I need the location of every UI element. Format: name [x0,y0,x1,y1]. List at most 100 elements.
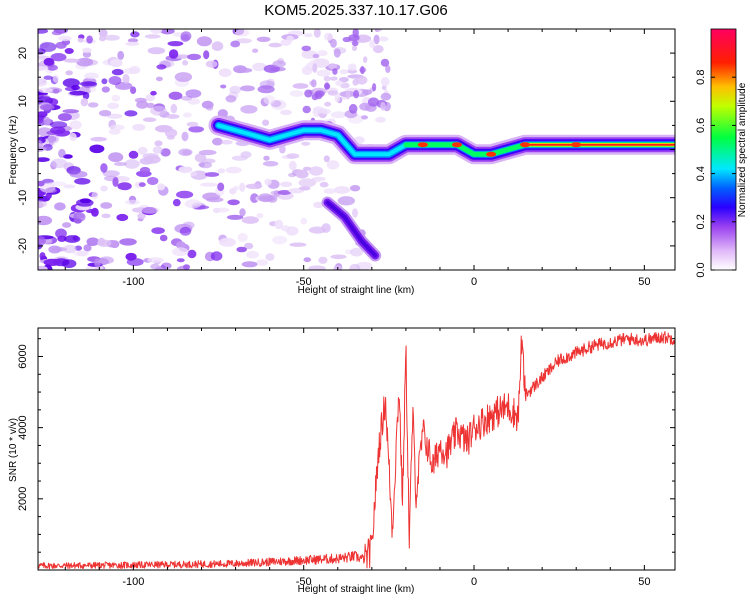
heatmap-noise-cell [246,250,260,259]
heatmap-noise-cell [196,36,212,47]
heatmap-noise-cell [86,35,93,44]
heatmap-noise-cell [172,198,181,207]
heatmap-noise-cell [372,83,377,92]
snr-x-axis-label: Height of straight line (km) [298,584,415,595]
heatmap-noise-cell [71,84,80,91]
heatmap-noise-cell [43,116,51,126]
heatmap-noise-cell [286,153,300,159]
heatmap-noise-cell [311,79,317,88]
heatmap-noise-cell [50,126,66,135]
colorbar-tick-label: 0.6 [695,118,707,133]
heatmap-hot-spot [452,142,462,148]
heatmap-noise-cell [150,90,157,96]
heatmap-noise-cell [38,180,45,187]
heatmap-noise-cell [76,198,94,207]
heatmap-noise-cell [84,72,99,80]
heatmap-noise-cell [206,197,224,203]
heatmap-noise-cell [226,214,244,220]
heatmap-noise-cell [235,29,250,37]
heatmap-noise-cell [180,31,192,41]
heatmap-noise-cell [64,48,74,54]
heatmap-noise-cell [142,153,159,160]
heatmap-noise-cell [210,251,223,261]
heatmap-noise-cell [212,207,221,214]
heatmap-noise-cell [229,85,242,94]
heatmap-branch-track [325,200,378,258]
heatmap-noise-cell [274,219,284,230]
heatmap-noise-cell [303,33,313,38]
heatmap-noise-cell [62,244,77,254]
heatmap-noise-cell [87,102,99,108]
heatmap-noise-cell [225,95,237,103]
heatmap-noise-cell [230,40,241,48]
heatmap-noise-cell [373,34,380,45]
heatmap-noise-cell [220,139,233,145]
heatmap-noise-cell [116,213,129,222]
heatmap-noise-cell [229,187,237,195]
heatmap-noise-cell [80,98,89,107]
heatmap-noise-cell [89,86,97,93]
heatmap-noise-cell [359,102,371,111]
heatmap-noise-cell [347,63,357,72]
heatmap-noise-cell [145,94,156,102]
heatmap-noise-cell [272,60,286,68]
heatmap-noise-cell [334,93,341,103]
heatmap-noise-cell [127,38,139,43]
heatmap-noise-cell [328,63,338,70]
heatmap-noise-cell [57,235,67,242]
heatmap-noise-cell [182,60,189,66]
heatmap-noise-cell [380,77,390,87]
heatmap-noise-cell [239,182,246,192]
heatmap-noise-cell [43,57,54,66]
heatmap-noise-cell [55,41,67,49]
heatmap-noise-cell [108,76,122,85]
heatmap-noise-cell [313,201,324,209]
y-tick-label: -20 [17,238,29,254]
heatmap-noise-cell [240,85,255,92]
heatmap-noise-cell [38,157,50,162]
heatmap-noise-cell [63,58,80,63]
heatmap-noise-cell [320,108,331,115]
heatmap-noise-cell [361,115,368,120]
heatmap-noise-cell [321,223,331,233]
heatmap-noise-cell [250,193,259,204]
heatmap-noise-cell [235,67,253,73]
heatmap-noise-cell [301,65,313,76]
y-tick-label: 2000 [17,487,29,511]
heatmap-noise-cell [240,151,252,159]
heatmap-noise-cell [166,135,175,140]
heatmap-noise-cell [240,105,258,114]
heatmap-noise-cell [53,29,68,34]
heatmap-noise-cell [48,181,67,187]
snr-y-axis-label: SNR (10 * v/v) [8,418,19,482]
heatmap-noise-cell [272,235,288,245]
heatmap-noise-cell [188,126,204,133]
heatmap-noise-cell [381,85,387,91]
x-tick-label: -50 [296,576,312,588]
heatmap-noise-cell [108,128,121,135]
heatmap-noise-cell [128,150,139,159]
heatmap-noise-cell [303,257,312,263]
heatmap-noise-cell [324,82,330,90]
colorbar-tick-label: 0.8 [695,70,707,85]
heatmap-noise-cell [150,29,163,34]
heatmap-noise-cell [124,159,140,169]
heatmap-noise-cell [65,70,73,76]
heatmap-noise-cell [178,166,189,173]
heatmap-noise-cell [110,240,120,249]
heatmap-noise-cell [352,29,359,38]
heatmap-noise-cell [376,29,382,32]
heatmap-noise-cell [312,53,320,59]
heatmap-noise-cell [38,200,48,208]
heatmap-y-axis-label: Frequency (Hz) [8,116,19,185]
heatmap-noise-cell [265,253,275,261]
heatmap-noise-cell [286,35,294,43]
heatmap-noise-cell [100,202,113,209]
heatmap-noise-cell [38,140,43,150]
heatmap-noise-cell [86,237,100,246]
heatmap-noise-cell [62,222,72,228]
heatmap-noise-cell [337,196,355,206]
heatmap-noise-cell [360,66,365,75]
heatmap-noise-cell [111,94,121,102]
